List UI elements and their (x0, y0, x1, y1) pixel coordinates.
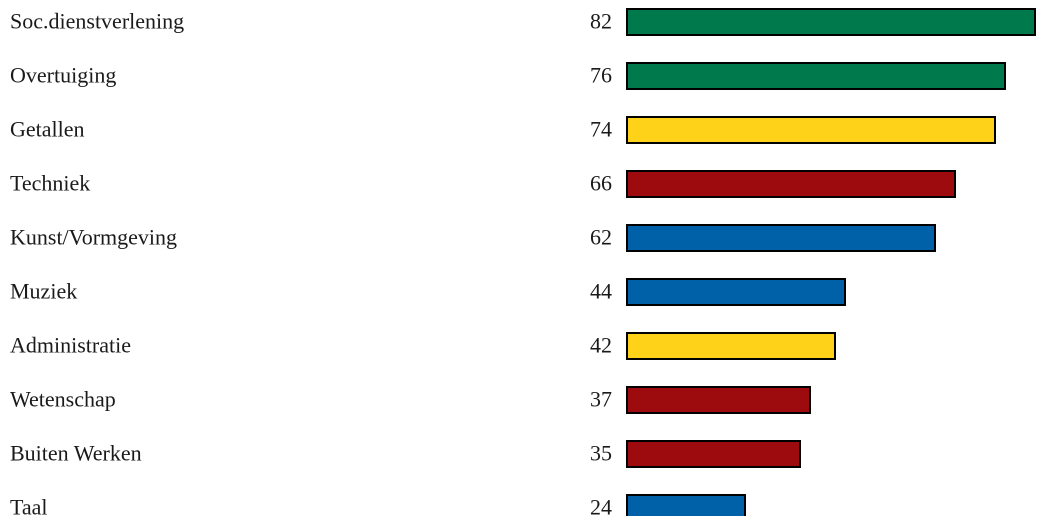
value-label: 37 (590, 387, 612, 412)
value-label: 24 (590, 495, 612, 516)
value-label: 66 (590, 171, 612, 196)
bar (626, 62, 1006, 90)
value-label: 62 (590, 225, 612, 250)
value-label: 44 (590, 279, 612, 304)
category-label: Techniek (10, 171, 90, 196)
bar (626, 278, 846, 306)
bar (626, 332, 836, 360)
category-label: Buiten Werken (10, 441, 142, 466)
category-label: Getallen (10, 117, 85, 142)
category-label: Soc.dienstverlening (10, 9, 184, 34)
bar (626, 440, 801, 468)
bar (626, 8, 1036, 36)
category-label: Wetenschap (10, 387, 116, 412)
category-label: Muziek (10, 279, 77, 304)
value-label: 74 (590, 117, 612, 142)
bar (626, 494, 746, 516)
value-label: 82 (590, 9, 612, 34)
bar (626, 170, 956, 198)
category-label: Administratie (10, 333, 131, 358)
bar (626, 116, 996, 144)
bar (626, 386, 811, 414)
category-label: Taal (10, 495, 48, 516)
category-label: Kunst/Vormgeving (10, 225, 177, 250)
category-label: Overtuiging (10, 63, 116, 88)
value-label: 35 (590, 441, 612, 466)
value-label: 42 (590, 333, 612, 358)
bar (626, 224, 936, 252)
value-label: 76 (590, 63, 612, 88)
